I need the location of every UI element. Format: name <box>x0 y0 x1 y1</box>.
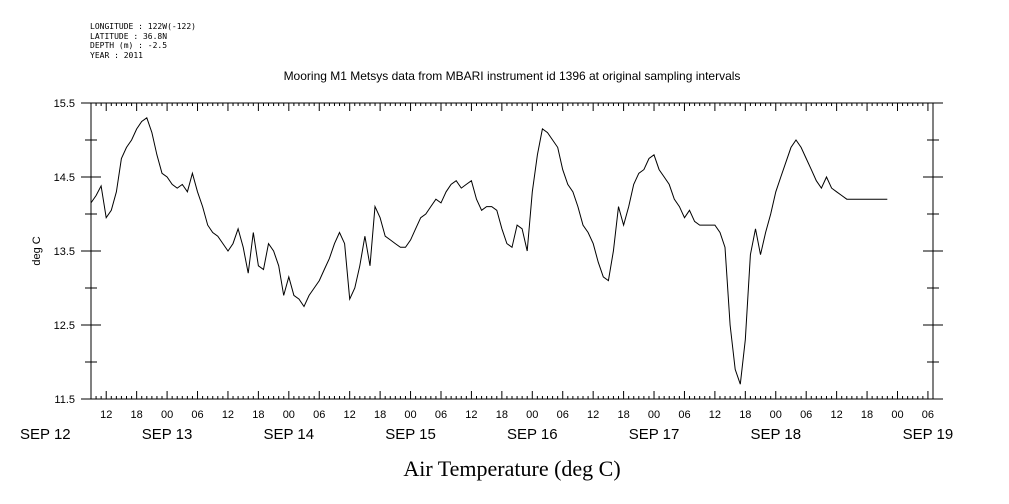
y-tick-label: 14.5 <box>54 172 75 184</box>
date-label: SEP 16 <box>507 426 558 443</box>
x-tick-label: 00 <box>770 409 782 421</box>
series-line <box>90 116 888 385</box>
y-tick-label: 11.5 <box>54 394 75 406</box>
x-tick-label: 00 <box>161 409 173 421</box>
date-label: SEP 12 <box>20 426 71 443</box>
x-tick-label: 06 <box>922 409 934 421</box>
x-tick-label: 12 <box>344 409 356 421</box>
x-tick-label: 06 <box>557 409 569 421</box>
x-tick-label: 18 <box>131 409 143 421</box>
metadata-block: LONGITUDE : 122W(-122) LATITUDE : 36.8N … <box>90 22 196 60</box>
date-label: SEP 17 <box>629 426 680 443</box>
x-tick-label: 18 <box>374 409 386 421</box>
y-tick-labels: 15.5 14.5 13.5 12.5 11.5 <box>54 98 75 406</box>
x-tick-label: 00 <box>648 409 660 421</box>
x-tick-label: 12 <box>831 409 843 421</box>
x-tick-label: 00 <box>283 409 295 421</box>
year-text: YEAR : 2011 <box>90 50 143 60</box>
x-tick-label: 18 <box>617 409 629 421</box>
x-tick-label: 00 <box>891 409 903 421</box>
x-tick-label: 18 <box>252 409 264 421</box>
x-tick-labels: 12 18 00 06 12 18 00 06 12 18 00 06 12 18 00 06 12 18 00 06… <box>100 409 934 421</box>
x-tick-label: 12 <box>587 409 599 421</box>
latitude-text: LATITUDE : 36.8N <box>90 31 168 41</box>
x-tick-label: 18 <box>861 409 873 421</box>
x-tick-label: 00 <box>404 409 416 421</box>
longitude-text: LONGITUDE : 122W(-122) <box>90 22 196 31</box>
y-axis-label: deg C <box>31 236 43 265</box>
x-tick-label: 18 <box>496 409 508 421</box>
x-tick-label: 06 <box>800 409 812 421</box>
date-label: SEP 18 <box>750 426 801 443</box>
plot-frame <box>90 102 934 400</box>
date-labels: SEP 12 SEP 13 SEP 14 SEP 15 SEP 16 SEP 17 SEP … <box>20 426 953 443</box>
x-tick-label: 12 <box>222 409 234 421</box>
date-label: SEP 14 <box>264 426 315 443</box>
x-tick-label: 12 <box>465 409 477 421</box>
axis-ticks <box>81 102 943 400</box>
x-axis-label: Air Temperature (deg C) <box>403 456 620 481</box>
x-tick-label: 06 <box>191 409 203 421</box>
x-tick-label: 12 <box>100 409 112 421</box>
date-label: SEP 15 <box>385 426 436 443</box>
y-tick-label: 13.5 <box>54 246 75 258</box>
y-tick-label: 12.5 <box>54 320 75 332</box>
y-tick-label: 15.5 <box>54 98 75 110</box>
x-tick-label: 18 <box>739 409 751 421</box>
date-label: SEP 13 <box>142 426 193 443</box>
x-tick-label: 00 <box>526 409 538 421</box>
depth-text: DEPTH (m) : -2.5 <box>90 41 168 50</box>
x-tick-label: 12 <box>709 409 721 421</box>
x-tick-label: 06 <box>435 409 447 421</box>
date-label: SEP 19 <box>903 426 954 443</box>
chart-title: Mooring M1 Metsys data from MBARI instru… <box>284 69 741 83</box>
x-tick-label: 06 <box>313 409 325 421</box>
x-tick-label: 06 <box>678 409 690 421</box>
